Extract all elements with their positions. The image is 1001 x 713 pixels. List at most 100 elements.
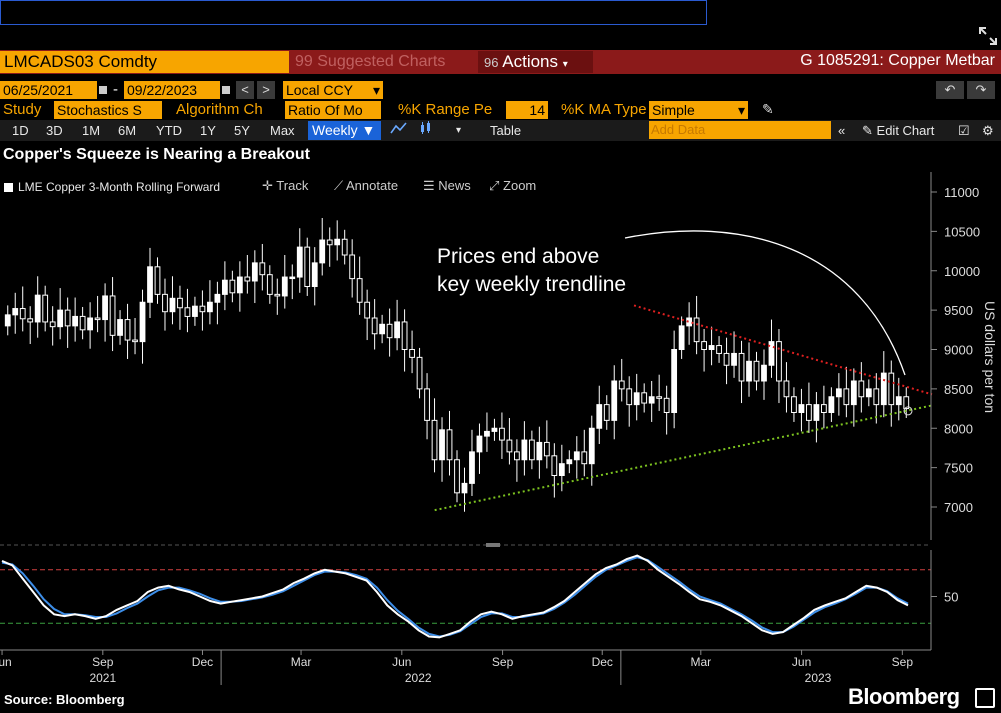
candle-down [656,396,663,399]
candle-down [873,388,880,406]
zoom-button[interactable]: ⤢ Zoom [489,177,536,194]
actions-menu[interactable]: 96 Actions ▾ [478,51,593,73]
candle-up [835,388,842,398]
currency-select[interactable]: Local CCY ▾ [283,81,383,99]
candle-up [476,435,483,453]
candle-down [581,451,588,465]
algorithm-select[interactable]: Ratio Of Mo [285,101,381,119]
candle-down [618,380,625,390]
edit-chart-button[interactable]: ✎ Edit Chart [862,121,934,140]
track-label: Track [276,178,309,193]
candle-up [611,380,618,421]
candlestick-icon[interactable] [418,121,434,140]
candle-up [139,301,146,343]
price-tick-label: 9000 [944,343,973,358]
candle-up [379,323,386,335]
study-select[interactable]: Stochastics S [54,101,162,119]
command-line[interactable] [0,0,707,25]
k-ma-value: Simple [652,102,695,118]
redo-icon[interactable]: ↷ [967,81,995,99]
candle-down [701,341,707,350]
news-button[interactable]: ☰ News [423,177,471,194]
candle-down [109,295,116,336]
candle-up [311,262,318,287]
k-range-field[interactable]: 14 [506,101,548,119]
chevron-down-icon: ▼ [361,122,376,138]
stochastic-d-line [1,556,909,638]
candle-up [461,482,468,494]
period-button-1d[interactable]: 1D [12,123,29,138]
line-chart-icon[interactable] [390,121,408,140]
candle-down [514,451,520,461]
year-label: 2021 [89,671,116,685]
ticker-field[interactable]: LMCADS03 Comdty [0,51,289,73]
candle-up [828,396,835,413]
candle-up [117,319,123,336]
gear-icon[interactable]: ⚙ [982,123,994,138]
prev-period-button[interactable]: < [236,81,254,99]
annotation-line-2: key weekly trendline [437,273,626,296]
candle-up [251,262,258,282]
period-button-ytd[interactable]: YTD [156,123,182,138]
candle-down [19,308,26,320]
chevron-down-icon[interactable]: ▾ [456,125,462,136]
candle-up [678,325,685,350]
x-tick-label: Dec [592,655,613,669]
legend-label: LME Copper 3-Month Rolling Forward [18,180,221,194]
chart-title: Copper's Squeeze is Nearing a Breakout [3,146,311,163]
candle-down [551,455,558,476]
next-period-button[interactable]: > [257,81,275,99]
candle-down [154,266,161,295]
candle-down [244,276,251,282]
candle-down [94,317,101,321]
period-button-5y[interactable]: 5Y [234,123,250,138]
calendar-icon[interactable] [98,82,108,98]
period-button-6m[interactable]: 6M [118,123,137,138]
track-button[interactable]: ✛ Track [262,177,308,194]
table-button[interactable]: Table [490,123,522,138]
price-tick-label: 11000 [944,185,979,200]
chevron-down-icon: ▾ [562,59,568,70]
candle-up [536,441,543,461]
candle-down [820,404,827,413]
actions-prefix: 96 [484,55,499,70]
collapse-icon[interactable]: « [838,123,846,138]
zoom-label: Zoom [503,178,537,193]
candle-down [162,293,168,313]
period-button-3d[interactable]: 3D [46,123,63,138]
candle-up [236,276,243,294]
period-button-max[interactable]: Max [270,123,295,138]
undo-icon[interactable]: ↶ [936,81,964,99]
frequency-select[interactable]: Weekly ▼ [308,121,381,140]
candle-down [364,301,371,319]
candle-down [424,388,430,421]
edit-chart-label: Edit Chart [876,123,935,138]
start-date-field[interactable]: 06/25/2021 [0,81,97,99]
annotate-button[interactable]: ⟋ Annotate [334,177,398,194]
expand-icon[interactable] [977,25,999,47]
calendar-icon[interactable] [221,82,231,98]
add-data-input[interactable]: Add Data [649,121,831,139]
annotation-arrow [624,230,906,376]
candle-up [746,360,752,382]
edit-icon[interactable]: ☑ [958,123,970,138]
year-label: 2023 [805,671,832,685]
candle-down [806,404,812,421]
candle-up [491,427,498,432]
period-button-1y[interactable]: 1Y [200,123,216,138]
candle-up [731,352,737,366]
suggested-charts-button[interactable]: 99 Suggested Charts [293,51,473,73]
candle-down [79,315,86,331]
price-tick-label: 7000 [944,500,973,515]
candle-down [42,294,49,323]
x-tick-label: Jun [392,655,411,669]
x-tick-label: Sep [92,655,114,669]
period-button-1m[interactable]: 1M [82,123,101,138]
pencil-icon[interactable]: ✎ [762,101,774,117]
candle-down [791,396,797,413]
x-tick-label: Mar [690,655,711,669]
candle-down [409,349,415,358]
k-ma-select[interactable]: Simple ▾ [649,101,748,119]
candle-down [266,274,273,295]
end-date-field[interactable]: 09/22/2023 [124,81,220,99]
